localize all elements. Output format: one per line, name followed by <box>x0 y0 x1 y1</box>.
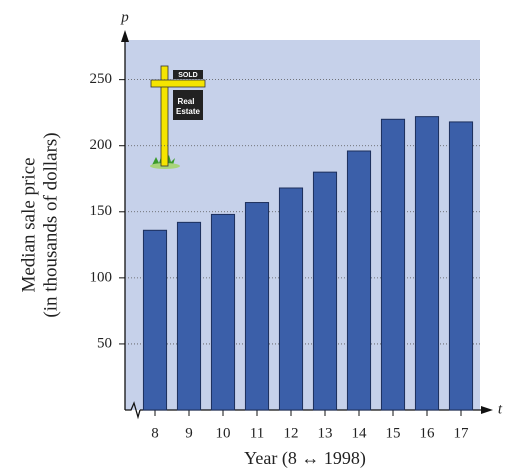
sign-text: SOLD <box>178 72 197 79</box>
bar <box>244 202 270 411</box>
x-tick-label: 16 <box>420 425 436 441</box>
x-tick-label: 12 <box>284 425 299 441</box>
bar <box>380 118 406 411</box>
axis-break <box>125 401 141 420</box>
bar <box>312 171 338 411</box>
x-axis-symbol: t <box>498 401 503 417</box>
y-tick-label: 150 <box>90 203 113 219</box>
bar <box>448 121 474 411</box>
x-axis-label: Year (8 ↔ 1998) <box>244 448 366 469</box>
y-tick-label: 200 <box>90 137 113 153</box>
bar <box>176 221 202 411</box>
x-axis-arrow <box>481 406 493 414</box>
sign-board <box>173 90 203 120</box>
bar <box>142 229 168 411</box>
x-tick-label: 8 <box>151 425 159 441</box>
x-tick-label: 11 <box>250 425 264 441</box>
sold-sign: SOLD Real Estate <box>150 65 206 169</box>
y-axis-arrow <box>121 30 129 42</box>
x-tick-label: 14 <box>352 425 368 441</box>
x-tick-label: 10 <box>216 425 231 441</box>
x-tick-label: 9 <box>185 425 193 441</box>
bar <box>278 187 304 411</box>
x-tick-label: 15 <box>386 425 401 441</box>
sign-text: Estate <box>176 107 201 116</box>
sign-text: Real <box>178 97 195 106</box>
y-tick-label: 50 <box>97 335 112 351</box>
sign-arm <box>150 79 206 88</box>
sold-plate <box>173 70 203 79</box>
y-axis-label: (in thousands of dollars) <box>40 132 61 317</box>
sign-post <box>160 65 169 167</box>
bar <box>346 150 372 411</box>
y-tick-label: 250 <box>90 71 113 87</box>
bar <box>414 116 440 411</box>
x-tick-label: 17 <box>454 425 470 441</box>
y-axis-symbol: p <box>120 9 129 25</box>
y-tick-label: 100 <box>90 269 113 285</box>
x-tick-label: 13 <box>318 425 333 441</box>
y-axis-label: Median sale price <box>18 157 39 292</box>
bar <box>210 213 236 411</box>
